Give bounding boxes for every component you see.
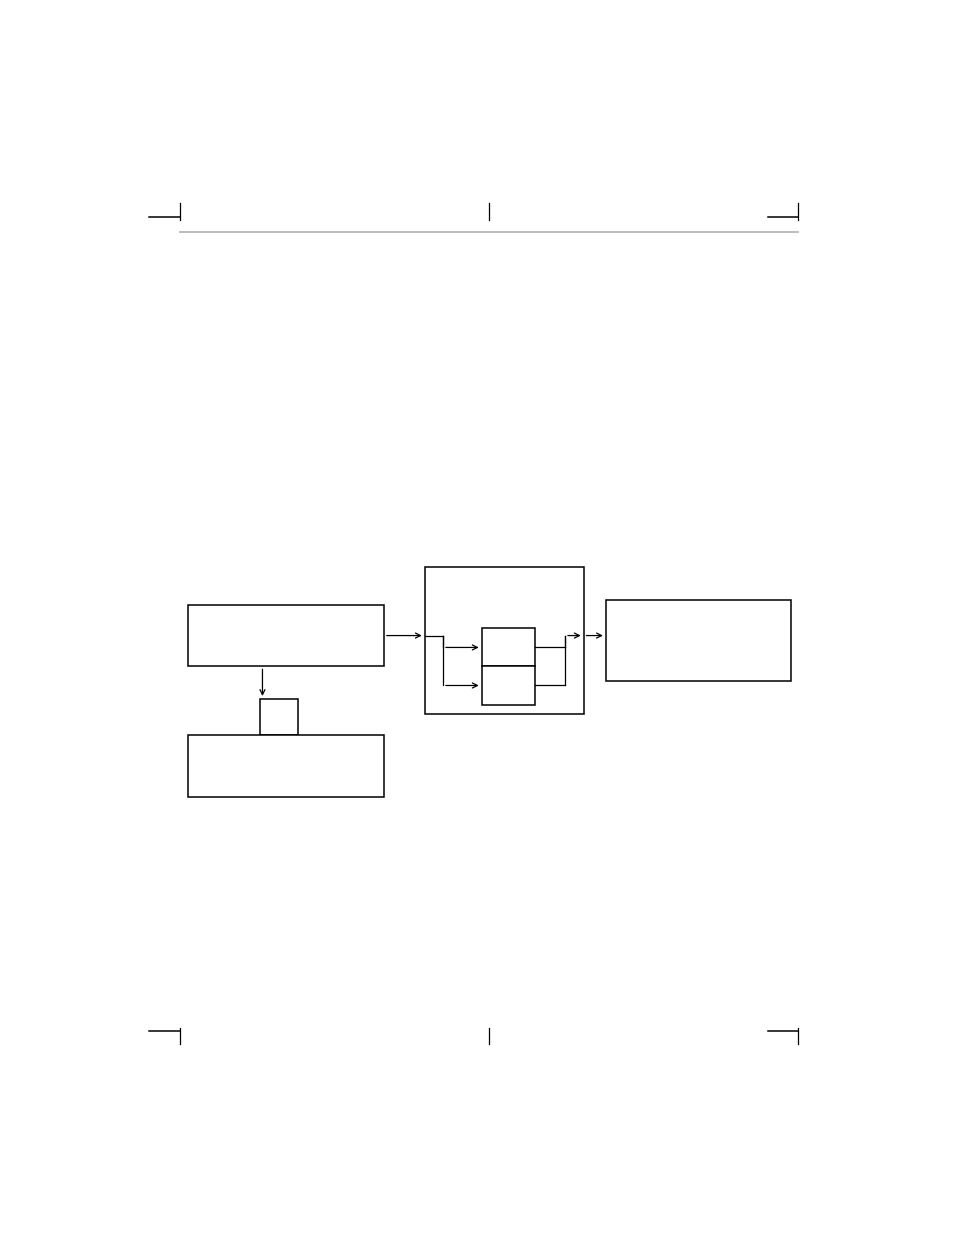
Bar xyxy=(424,567,583,714)
Bar xyxy=(481,629,535,667)
Bar xyxy=(188,735,383,797)
Bar xyxy=(188,605,383,667)
Bar xyxy=(481,667,535,704)
Bar xyxy=(259,699,298,735)
Bar xyxy=(605,600,790,680)
